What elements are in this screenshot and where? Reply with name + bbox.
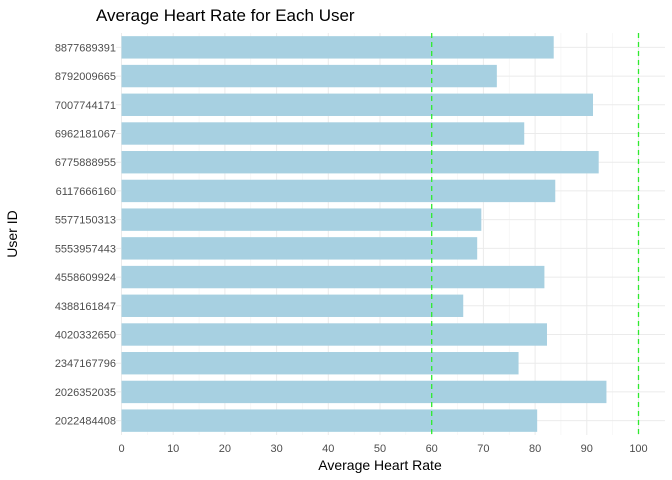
bar bbox=[121, 64, 497, 88]
chart-title: Average Heart Rate for Each User bbox=[96, 6, 355, 25]
x-tick-label: 40 bbox=[322, 443, 334, 455]
x-tick-label: 80 bbox=[529, 443, 541, 455]
x-tick-label: 50 bbox=[374, 443, 386, 455]
y-tick-label: 7007744171 bbox=[55, 100, 116, 112]
y-tick-label: 6775888955 bbox=[55, 157, 116, 169]
y-tick-label: 5577150313 bbox=[55, 215, 116, 227]
bar bbox=[121, 352, 519, 375]
bar bbox=[121, 237, 478, 260]
y-tick-label: 2022484408 bbox=[55, 416, 116, 428]
y-tick-label: 2347167796 bbox=[55, 358, 116, 370]
y-tick-label: 5553957443 bbox=[55, 243, 116, 255]
y-axis-title: User ID bbox=[4, 210, 20, 257]
reference-lines bbox=[431, 33, 640, 435]
y-tick-label: 4558609924 bbox=[55, 272, 116, 284]
bars bbox=[121, 36, 607, 432]
x-tick-label: 100 bbox=[629, 443, 647, 455]
bar bbox=[121, 93, 594, 116]
y-tick-labels: 8877689391 8792009665 7007744171 6962181067… bbox=[55, 42, 116, 427]
bar bbox=[121, 36, 554, 59]
x-tick-label: 10 bbox=[167, 443, 179, 455]
bar bbox=[121, 323, 547, 346]
grid-lines bbox=[116, 33, 665, 435]
x-axis-title: Average Heart Rate bbox=[318, 457, 442, 473]
y-tick-label: 4388161847 bbox=[55, 301, 116, 313]
bar bbox=[121, 179, 556, 203]
x-tick-label: 0 bbox=[118, 443, 124, 455]
bar bbox=[121, 294, 464, 317]
x-tick-label: 70 bbox=[477, 443, 489, 455]
bar bbox=[121, 122, 525, 145]
y-tick-label: 6962181067 bbox=[55, 129, 116, 141]
bar bbox=[121, 409, 538, 432]
y-tick-label: 2026352035 bbox=[55, 387, 116, 399]
bar bbox=[121, 151, 599, 174]
bar bbox=[121, 208, 482, 231]
x-tick-label: 30 bbox=[270, 443, 282, 455]
bar bbox=[121, 265, 545, 289]
x-tick-label: 60 bbox=[426, 443, 438, 455]
bar bbox=[121, 380, 607, 404]
y-tick-label: 6117666160 bbox=[56, 186, 116, 198]
y-tick-label: 8877689391 bbox=[55, 42, 116, 54]
x-tick-label: 20 bbox=[219, 443, 231, 455]
y-tick-label: 4020332650 bbox=[55, 330, 116, 342]
x-tick-label: 90 bbox=[581, 443, 593, 455]
y-tick-label: 8792009665 bbox=[55, 71, 116, 83]
x-tick-labels: 0 10 20 30 40 50 60 70 80 90 100 bbox=[118, 443, 647, 455]
